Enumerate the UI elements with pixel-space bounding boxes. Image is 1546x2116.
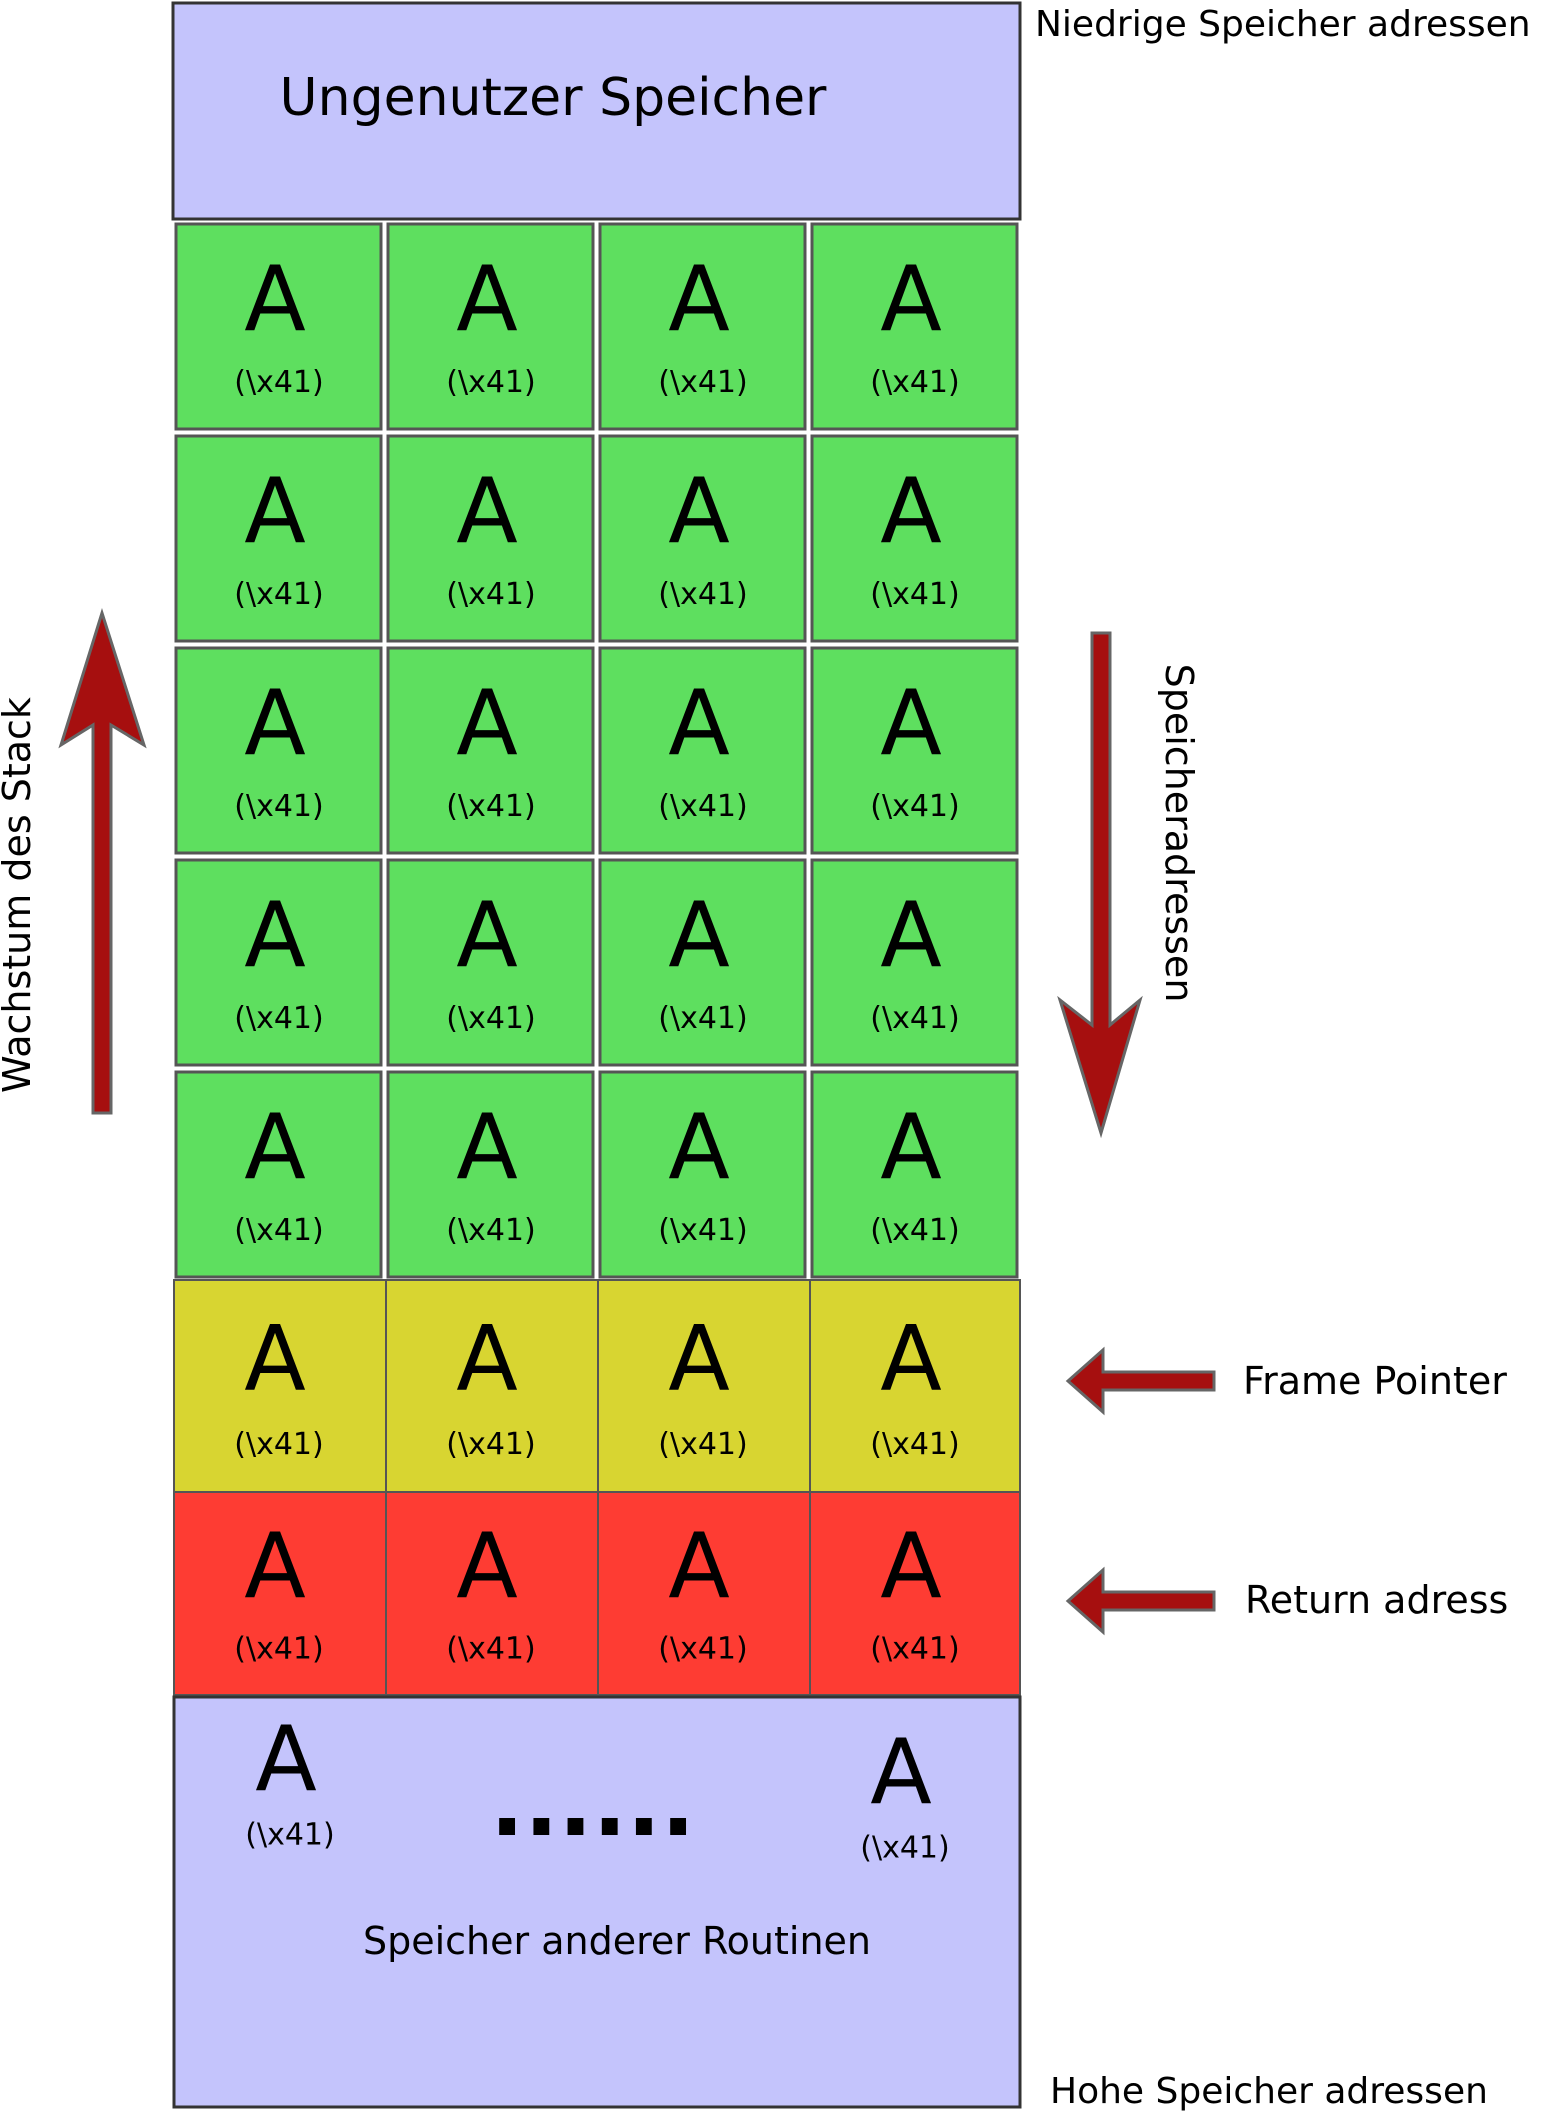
cell-r2-c2-letter: A	[668, 672, 730, 777]
cell-r1-c3-hex: (\x41)	[870, 577, 959, 612]
cell-r1-c2-letter: A	[668, 460, 730, 565]
other-routines-label: Speicher anderer Routinen	[363, 1919, 871, 1963]
cell-r4-c3-hex: (\x41)	[870, 1213, 959, 1248]
cell-r6-c0-letter: A	[244, 1515, 306, 1620]
cell-r6-c1-letter: A	[456, 1515, 518, 1620]
cell-r4-c2-hex: (\x41)	[658, 1213, 747, 1248]
cell-r4-c3-letter: A	[880, 1096, 942, 1201]
cell-r1-c0-letter: A	[244, 460, 306, 565]
cell-r5-c1-letter: A	[456, 1307, 518, 1412]
cell-r3-c1-hex: (\x41)	[446, 1001, 535, 1036]
cell-r3-c3-hex: (\x41)	[870, 1001, 959, 1036]
cell-r3-c0-letter: A	[244, 884, 306, 989]
cell-r0-c1-hex: (\x41)	[446, 365, 535, 400]
cell-r0-c3-hex: (\x41)	[870, 365, 959, 400]
cell-r0-c2-letter: A	[668, 248, 730, 353]
unused-memory-block	[171, 1, 1022, 221]
cell-r6-c2-letter: A	[668, 1515, 730, 1620]
cell-r6-c3-hex: (\x41)	[870, 1631, 959, 1666]
cell-r5-c3-hex: (\x41)	[870, 1427, 959, 1462]
frame-pointer-arrow-icon	[1065, 1346, 1216, 1416]
stack-growth-arrow-icon	[58, 607, 147, 1115]
other-cell-last-hex: (\x41)	[860, 1831, 949, 1866]
return-address-arrow-icon	[1065, 1566, 1216, 1636]
cell-r2-c0-hex: (\x41)	[234, 789, 323, 824]
cell-r0-c2-hex: (\x41)	[658, 365, 747, 400]
cell-r5-c0-letter: A	[244, 1307, 306, 1412]
ellipsis: ......	[490, 1752, 695, 1857]
cell-r5-c1-hex: (\x41)	[446, 1427, 535, 1462]
cell-r2-c0-letter: A	[244, 672, 306, 777]
cell-r6-c2-hex: (\x41)	[658, 1631, 747, 1666]
cell-r0-c1-letter: A	[456, 248, 518, 353]
cell-r3-c0-hex: (\x41)	[234, 1001, 323, 1036]
cell-r3-c3-letter: A	[880, 884, 942, 989]
cell-r0-c0-letter: A	[244, 248, 306, 353]
cell-r6-c0-hex: (\x41)	[234, 1631, 323, 1666]
cell-r1-c1-hex: (\x41)	[446, 577, 535, 612]
cell-r2-c1-letter: A	[456, 672, 518, 777]
return-address-label: Return adress	[1245, 1578, 1508, 1622]
cell-r0-c3-letter: A	[880, 248, 942, 353]
high-address-label: Hohe Speicher adressen	[1050, 2071, 1488, 2112]
cell-r1-c0-hex: (\x41)	[234, 577, 323, 612]
cell-r3-c2-letter: A	[668, 884, 730, 989]
cell-letters: A (\x41) A (\x41) A (\x41) A (\x41) A (\x41) A (\x4…	[234, 248, 959, 1866]
return-address-row	[173, 1491, 1021, 1696]
cell-r4-c2-letter: A	[668, 1096, 730, 1201]
other-cell-first-hex: (\x41)	[245, 1818, 334, 1853]
stack-growth-label: Wachstum des Stack	[0, 697, 39, 1093]
cell-r5-c2-hex: (\x41)	[658, 1427, 747, 1462]
other-cell-last-letter: A	[870, 1721, 932, 1826]
cell-r2-c2-hex: (\x41)	[658, 789, 747, 824]
cell-r1-c2-hex: (\x41)	[658, 577, 747, 612]
cell-r3-c1-letter: A	[456, 884, 518, 989]
frame-pointer-label: Frame Pointer	[1243, 1359, 1507, 1403]
cell-r1-c3-letter: A	[880, 460, 942, 565]
cell-r6-c3-letter: A	[880, 1515, 942, 1620]
low-address-label: Niedrige Speicher adressen	[1035, 4, 1531, 45]
cell-r3-c2-hex: (\x41)	[658, 1001, 747, 1036]
cell-r2-c1-hex: (\x41)	[446, 789, 535, 824]
cell-r2-c3-letter: A	[880, 672, 942, 777]
buffer-region	[174, 222, 1019, 1279]
cell-r2-c3-hex: (\x41)	[870, 789, 959, 824]
other-routines-block	[172, 1695, 1022, 2109]
cell-r1-c1-letter: A	[456, 460, 518, 565]
cell-r5-c3-letter: A	[880, 1307, 942, 1412]
cell-r4-c0-hex: (\x41)	[234, 1213, 323, 1248]
cell-r4-c1-letter: A	[456, 1096, 518, 1201]
cell-r6-c1-hex: (\x41)	[446, 1631, 535, 1666]
address-direction-label: Speicheradressen	[1157, 664, 1201, 1003]
cell-r0-c0-hex: (\x41)	[234, 365, 323, 400]
other-cell-first-letter: A	[255, 1708, 317, 1813]
address-direction-arrow-icon	[1057, 631, 1143, 1139]
cell-r4-c1-hex: (\x41)	[446, 1213, 535, 1248]
cell-r4-c0-letter: A	[244, 1096, 306, 1201]
cell-r5-c0-hex: (\x41)	[234, 1427, 323, 1462]
frame-pointer-row	[173, 1279, 1021, 1493]
cell-r5-c2-letter: A	[668, 1307, 730, 1412]
unused-memory-label: Ungenutzer Speicher	[280, 68, 828, 128]
